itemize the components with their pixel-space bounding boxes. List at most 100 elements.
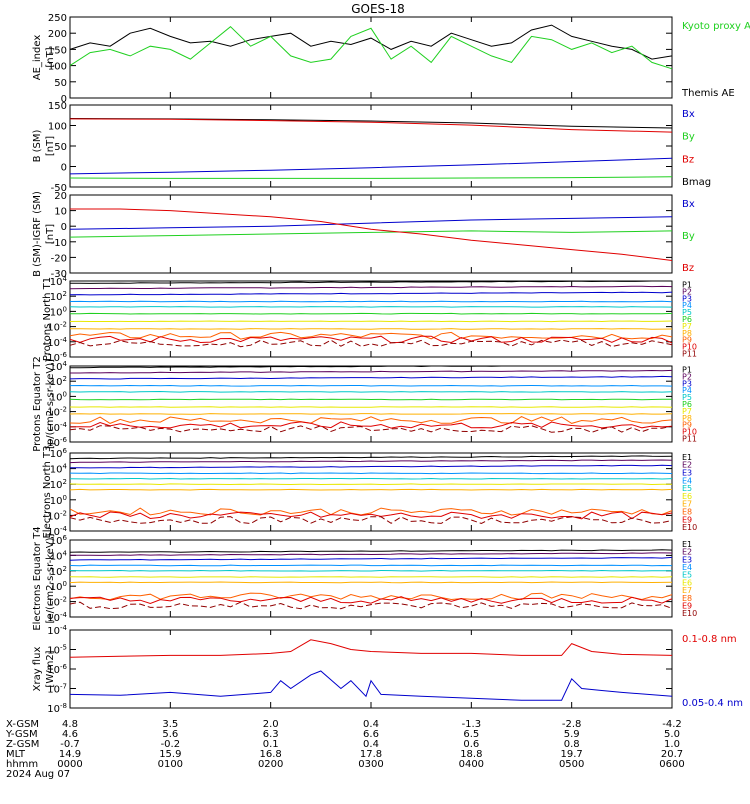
x-row-value: 15.9 [159, 749, 181, 760]
panel-frame [69, 629, 673, 709]
legend-entry: By [682, 132, 695, 143]
x-row-value: 6.6 [363, 729, 379, 740]
y-tick-label: 10-2 [47, 321, 67, 334]
x-row-value: -2.8 [562, 719, 582, 730]
y-axis-units: [e/(cm2-s-sr-keV)] [45, 533, 56, 623]
y-axis-label: Electrons North T3 [42, 445, 53, 538]
y-tick-label: 50 [54, 78, 67, 89]
y-tick-label: 10-6 [47, 351, 67, 364]
x-row-value: 0300 [358, 759, 383, 770]
x-row-value: 5.0 [664, 729, 680, 740]
y-axis-units: [W/m2] [45, 650, 56, 687]
y-tick-label: 100 [50, 494, 67, 507]
flux-line [69, 581, 673, 584]
y-tick-label: 50 [54, 142, 67, 153]
flux-line [69, 601, 673, 610]
y-tick-label: 104 [50, 360, 68, 373]
flux-line [69, 406, 673, 408]
series-line [69, 639, 673, 658]
x-row-value: 17.8 [360, 749, 382, 760]
flux-line [69, 592, 673, 601]
y-axis-label: AE_index [32, 35, 43, 81]
legend-entry: E9 [682, 602, 692, 611]
x-row-value: -0.2 [161, 739, 181, 750]
flux-line [69, 576, 673, 578]
legend-entry: Bmag [682, 177, 711, 188]
y-tick-label: 102 [50, 375, 67, 388]
flux-line [69, 549, 673, 553]
legend-entry: Bx [682, 199, 695, 210]
legend-entry: E5 [682, 571, 692, 580]
series-line [69, 24, 673, 60]
y-axis-label: B (SM) [32, 129, 43, 162]
flux-line [69, 556, 673, 561]
series-line [70, 208, 673, 261]
flux-line [69, 477, 673, 480]
y-tick-label: -10 [51, 238, 67, 249]
legend-entry: P6 [682, 315, 692, 324]
x-row-value: -0.7 [60, 739, 80, 750]
flux-line [69, 306, 673, 308]
y-tick-label: 150 [48, 45, 67, 56]
legend-entry: 0.05-0.4 nm [682, 698, 743, 709]
flux-line [69, 464, 673, 469]
y-tick-label: 0 [61, 94, 67, 105]
y-tick-label: 102 [50, 290, 67, 303]
x-row-value: 0400 [459, 759, 484, 770]
legend-entry: P4 [682, 301, 692, 310]
y-axis-label: Protons North T1 [42, 277, 53, 361]
legend-entry: E4 [682, 476, 692, 485]
x-row-value: 0000 [57, 759, 82, 770]
y-tick-label: 10-2 [47, 406, 67, 419]
legend-entry: Bx [682, 109, 695, 120]
y-tick-label: 100 [48, 62, 67, 73]
panel-4: 10-6 10-4 10-2 100 102 104 Protons Equator T2[… [32, 356, 697, 452]
legend-entry: P2 [682, 287, 692, 296]
legend-entry: P7 [682, 407, 692, 416]
flux-line [69, 375, 673, 380]
flux-line [69, 320, 673, 323]
y-axis-label: Protons Equator T2 [32, 356, 43, 452]
x-row-value: 16.8 [260, 749, 282, 760]
legend-entry: 0.1-0.8 nm [682, 634, 737, 645]
legend-entry: E3 [682, 469, 692, 478]
legend-entry: E1 [682, 540, 692, 549]
flux-line [70, 312, 673, 315]
y-axis-units: [nT] [45, 47, 56, 67]
x-row-value: 3.5 [162, 719, 178, 730]
y-tick-label: -30 [51, 269, 67, 280]
flux-line [69, 596, 673, 605]
legend-entry: By [682, 231, 695, 242]
x-row-value: 20.7 [661, 749, 683, 760]
legend-entry: P9 [682, 421, 692, 430]
legend-entry: E3 [682, 555, 692, 564]
panel-0: 0 50 100 150 200 250 AE_index [nT] Kyoto proxy A… [32, 13, 750, 105]
flux-line [69, 455, 673, 460]
legend-entry: E9 [682, 515, 692, 524]
y-tick-label: -20 [51, 253, 67, 264]
y-tick-label: 0 [61, 222, 67, 233]
flux-line [70, 552, 673, 556]
x-row-label: Y-GSM [5, 729, 38, 740]
y-tick-label: 10-4 [47, 624, 67, 637]
legend-entry: P8 [682, 329, 692, 338]
legend-entry: E7 [682, 500, 692, 509]
flux-line [69, 507, 673, 516]
x-row-label: X-GSM [6, 719, 39, 730]
date-label: 2024 Aug 07 [6, 769, 70, 780]
legend-entry: E8 [682, 508, 692, 517]
y-axis-units: [nT] [45, 136, 56, 156]
flux-line [69, 384, 673, 387]
y-tick-label: 100 [50, 580, 67, 593]
legend-entry: E2 [682, 548, 692, 557]
x-row-label: Z-GSM [6, 739, 39, 750]
flux-line [69, 425, 673, 433]
flux-line [69, 291, 673, 296]
y-tick-label: 0 [61, 163, 67, 174]
legend-entry: P2 [682, 372, 692, 381]
legend-entry: E1 [682, 453, 692, 462]
panel-frame [69, 194, 673, 274]
legend-entry: E7 [682, 586, 692, 595]
series-line [69, 26, 673, 70]
legend-entry: E8 [682, 594, 692, 603]
